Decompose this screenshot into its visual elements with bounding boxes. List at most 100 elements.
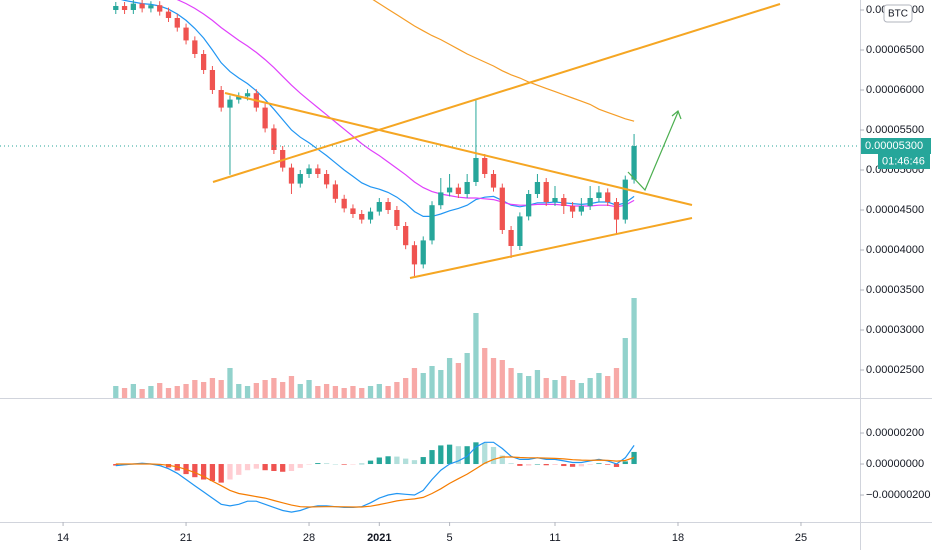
last-price-label: 0.00005300 xyxy=(865,140,923,152)
macd-histogram-bar xyxy=(473,442,479,465)
macd-histogram-bar xyxy=(253,464,259,469)
candle-body xyxy=(288,167,295,184)
macd-histogram-bar xyxy=(200,464,207,480)
x-tick-label: 5 xyxy=(447,532,453,544)
axis-layer: 0.000070000.000065000.000060000.00005500… xyxy=(57,4,931,544)
last-price-box xyxy=(861,138,931,154)
volume-bar xyxy=(236,384,242,398)
drawings xyxy=(212,3,781,279)
volume-bar xyxy=(165,388,172,398)
volume-bar xyxy=(605,376,611,398)
macd-histogram-bar xyxy=(385,456,391,465)
moving-average xyxy=(120,0,635,217)
volume-bar xyxy=(148,386,154,398)
candle-body xyxy=(561,198,567,206)
triangle-lower-line xyxy=(409,217,693,279)
candle-body xyxy=(403,226,409,246)
symbol-badge-box xyxy=(883,4,913,23)
volume-bar xyxy=(631,298,637,398)
volume-bar xyxy=(508,368,514,398)
candle-body xyxy=(244,93,251,97)
volume-bar xyxy=(113,386,119,398)
y-tick-label: 0.00005500 xyxy=(866,124,924,136)
candle-body xyxy=(323,174,330,185)
candle-body xyxy=(341,198,347,209)
macd-histogram-bar xyxy=(517,464,523,466)
volume-bar xyxy=(482,348,488,398)
macd-histogram-bar xyxy=(552,464,558,465)
macd-histogram-bar xyxy=(587,464,593,465)
x-tick-label: 11 xyxy=(549,532,560,544)
candle-body xyxy=(367,211,374,220)
candle-body xyxy=(359,214,365,220)
volume-bar xyxy=(446,358,453,398)
volume-bar xyxy=(227,368,233,398)
macd-histogram-bar xyxy=(315,463,321,465)
macd-histogram-bar xyxy=(359,463,365,465)
macd-layer xyxy=(113,441,637,513)
candle-body xyxy=(508,230,514,246)
volume-bar xyxy=(403,378,409,398)
macd-histogram-bar xyxy=(490,446,497,465)
candle-body xyxy=(429,205,435,241)
volume-bar xyxy=(121,388,128,398)
candle-body xyxy=(473,158,479,182)
macd-histogram-bar xyxy=(244,464,251,471)
x-tick-label: 18 xyxy=(672,532,684,544)
macd-histogram-bar xyxy=(455,446,462,465)
candle-body xyxy=(376,202,382,212)
countdown-label: 01:46:46 xyxy=(882,155,925,167)
macd-histogram-bar xyxy=(526,464,532,466)
y-tick-label: 0.00006500 xyxy=(866,44,924,56)
volume-bar xyxy=(429,366,435,398)
price-layer xyxy=(0,0,860,278)
candle-body xyxy=(605,192,611,202)
volume-bar xyxy=(288,376,295,398)
volume-bar xyxy=(517,373,523,398)
macd-histogram-bar xyxy=(596,463,602,465)
candle-body xyxy=(271,128,277,150)
candle-body xyxy=(297,174,303,184)
volume-bar xyxy=(596,373,602,398)
volume-bar xyxy=(157,383,163,398)
y-tick-label: 0.00004500 xyxy=(866,204,924,216)
volume-bar xyxy=(578,383,584,398)
macd-tick-label: 0.00000200 xyxy=(866,427,924,439)
candle-body xyxy=(534,182,541,194)
volume-bar xyxy=(332,386,339,398)
candle-body xyxy=(543,182,549,202)
volume-bar xyxy=(262,380,268,398)
candle-body xyxy=(385,202,391,210)
macd-line xyxy=(115,441,635,513)
volume-bar xyxy=(499,360,505,398)
arrow-path xyxy=(627,111,679,192)
x-tick-label: 2021 xyxy=(367,532,391,544)
macd-histogram-bar xyxy=(350,464,356,465)
candle-body xyxy=(631,146,637,180)
volume-bar xyxy=(613,368,620,398)
candle-body xyxy=(464,182,470,194)
macd-histogram-bar xyxy=(376,457,382,465)
candle-body xyxy=(587,198,593,206)
macd-histogram-bar xyxy=(420,457,426,465)
volume-bar xyxy=(367,386,374,398)
macd-histogram-bar xyxy=(271,464,277,471)
volume-bar xyxy=(218,380,224,398)
volume-bar xyxy=(253,383,259,398)
volume-bar xyxy=(622,338,628,398)
volume-bar xyxy=(174,386,180,398)
macd-histogram-bar xyxy=(280,464,286,472)
countdown-box xyxy=(878,154,930,169)
macd-histogram-bar xyxy=(561,464,567,467)
volume-bar xyxy=(192,380,198,398)
macd-histogram-bar xyxy=(613,464,620,467)
macd-histogram-bar xyxy=(367,460,374,465)
macd-histogram-bar xyxy=(236,464,242,475)
volume-bar xyxy=(244,386,251,398)
arrow-head xyxy=(671,109,682,120)
y-tick-label: 0.00006000 xyxy=(866,84,924,96)
candle-body xyxy=(517,216,523,246)
macd-histogram-bar xyxy=(508,463,514,465)
candle-body xyxy=(157,5,163,12)
